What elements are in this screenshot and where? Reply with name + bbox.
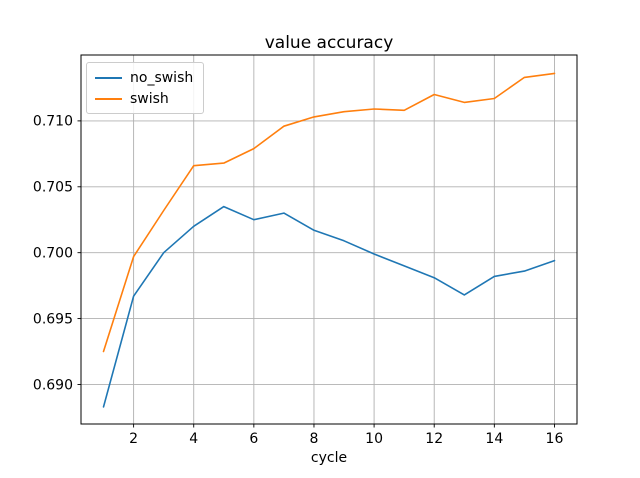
x-tick-label: 12 [425, 431, 443, 447]
y-tick-label: 0.700 [33, 245, 73, 261]
series-line-swish [102, 72, 556, 353]
x-tick-label: 14 [485, 431, 503, 447]
legend: no_swish swish [86, 62, 205, 114]
x-tick-label: 4 [189, 431, 198, 447]
y-tick-label: 0.695 [33, 311, 73, 327]
legend-label-no-swish: no_swish [130, 69, 194, 86]
x-tick-label: 2 [129, 431, 138, 447]
chart-title: value accuracy [264, 33, 394, 53]
x-tick-label: 16 [546, 431, 564, 447]
legend-label-swish: swish [130, 90, 169, 107]
x-tick-label: 10 [365, 431, 383, 447]
y-tick-label: 0.705 [33, 180, 73, 196]
legend-entry-no-swish: no_swish [95, 67, 193, 88]
y-tick-label: 0.690 [33, 377, 73, 393]
legend-line-sample-icon [95, 76, 122, 79]
x-tick-label: 8 [310, 431, 319, 447]
legend-entry-swish: swish [95, 88, 193, 109]
y-tick-label: 0.710 [33, 114, 73, 130]
x-axis-label: cycle [310, 450, 348, 466]
axes-frame [80, 54, 578, 425]
series-line-no_swish [102, 205, 556, 408]
x-tick-label: 6 [249, 431, 258, 447]
legend-line-sample-icon [95, 97, 122, 100]
